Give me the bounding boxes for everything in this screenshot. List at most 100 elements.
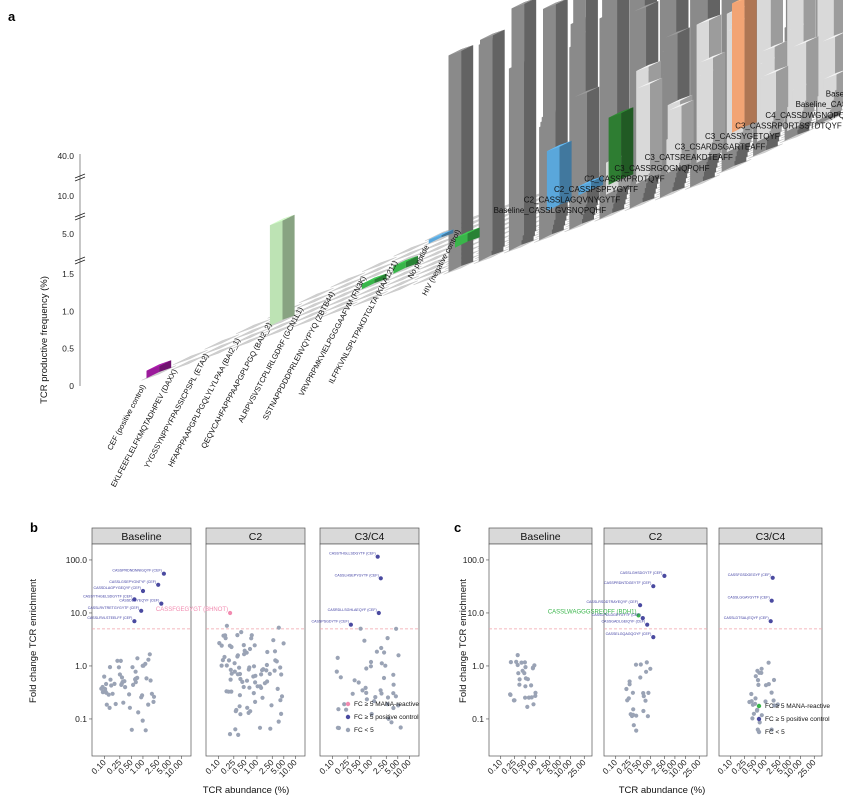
labelled-point	[161, 571, 166, 576]
bar-side-face	[650, 77, 663, 173]
scatter-point	[107, 705, 112, 711]
scatter-point	[771, 677, 777, 683]
scatter-point	[117, 672, 122, 677]
y-tick-label: 10.0	[467, 608, 484, 618]
scatter-point	[109, 683, 114, 688]
bar-front-face	[637, 82, 651, 180]
scatter-point	[356, 680, 361, 685]
floor-tile	[295, 302, 330, 318]
point-label: CASSLRSDDTRAYEQYF (CEF)	[586, 600, 638, 604]
scatter-point	[385, 636, 390, 641]
panel-b-facets: Baseline CASSPRDNDNNIGQYF (CEF) CASSLGSEPY…	[66, 527, 419, 779]
labelled-point	[638, 603, 643, 608]
scatter-point	[529, 683, 534, 688]
row-label: C4_CASSDWGNQPQHF	[765, 111, 843, 120]
panel-c-x-axis-title: TCR abundance (%)	[619, 785, 706, 796]
scatter-point	[508, 660, 513, 665]
scatter-point	[391, 691, 396, 696]
bar-front-face	[480, 33, 493, 257]
row-label: Baseline_CASSQETGLAGLQFF	[796, 100, 843, 109]
bar-side-face	[559, 140, 572, 205]
labelled-point	[228, 610, 233, 616]
scatter-point	[251, 691, 256, 696]
bar-front-face	[669, 104, 682, 164]
scatter-point	[226, 658, 232, 663]
scatter-point	[246, 710, 251, 716]
scatter-point	[533, 690, 538, 695]
panel-b-scatter-facets: Fold change TCR enrichment TCR abundance…	[28, 527, 419, 796]
row-label: C3_CSARDSGARTEAFF	[675, 143, 766, 152]
panel-b-y-axis-title: Fold change TCR enrichment	[28, 579, 39, 703]
scatter-point	[517, 682, 522, 687]
scatter-point	[753, 701, 758, 706]
y-tick-label: 1.0	[62, 306, 74, 316]
scatter-point	[525, 704, 530, 710]
y-tick-label: 0.5	[62, 344, 74, 354]
scatter-point	[118, 658, 123, 664]
bar-front-face	[700, 56, 714, 149]
row-label: C3_CATSREAKDTEAFF	[645, 153, 733, 162]
scatter-point	[511, 698, 516, 703]
scatter-point	[104, 681, 109, 687]
labelled-point	[662, 573, 667, 579]
scatter-point	[522, 671, 527, 676]
scatter-point	[634, 713, 639, 718]
floor-tile	[297, 292, 333, 308]
scatter-point	[279, 672, 284, 677]
floor-tile	[327, 282, 363, 298]
scatter-point	[235, 633, 240, 638]
scatter-point	[151, 694, 157, 699]
scatter-point	[385, 702, 390, 707]
floor-tile	[329, 277, 364, 293]
scatter-point	[229, 671, 234, 676]
y-tick-label: 100.0	[66, 555, 88, 565]
scatter-point	[123, 685, 128, 690]
scatter-point	[533, 693, 538, 699]
scatter-point	[631, 723, 636, 728]
scatter-point	[373, 695, 378, 700]
scatter-point	[753, 674, 758, 679]
scatter-point	[644, 669, 649, 674]
scatter-point	[238, 712, 243, 717]
row-label: C3_CASSRPDRTSSTDTQYF	[735, 121, 842, 130]
scatter-point	[107, 665, 113, 670]
bar-top-face	[269, 214, 295, 226]
bar-top-face	[480, 29, 505, 40]
bar-top-face	[448, 45, 474, 56]
scatter-point	[629, 713, 635, 719]
floor-tile	[234, 323, 270, 339]
point-label: CASSPRDNDNNIGQYF (CEF)	[112, 569, 162, 573]
scatter-point	[334, 669, 339, 674]
legend-label: FC ≥ 5 positive control	[765, 716, 830, 723]
bar-top-face	[665, 27, 690, 38]
floor-tile	[354, 286, 389, 302]
floor-tile	[263, 318, 299, 334]
scatter-point	[255, 684, 260, 689]
bar-top-face	[763, 65, 789, 77]
bar	[763, 65, 789, 118]
scatter-point	[259, 672, 264, 677]
point-label: CASSLWAGGGSREQFF (BDH1)	[548, 609, 637, 615]
bar-top-face	[823, 70, 843, 80]
scatter-point	[519, 660, 524, 665]
facet-plot-area	[603, 543, 708, 757]
scatter-point	[638, 675, 643, 680]
panel-b-x-axis-title: TCR abundance (%)	[203, 785, 290, 796]
scatter-point	[342, 702, 347, 707]
bar-top-face	[762, 40, 787, 52]
floor-tile	[326, 287, 362, 303]
y-tick-label: 0	[69, 381, 74, 391]
floor-tile	[362, 256, 397, 272]
bar-side-face	[744, 0, 757, 127]
labelled-point	[645, 622, 650, 627]
point-label: CASSGADLGEIQYF (CEF)	[601, 620, 645, 624]
scatter-point	[638, 662, 643, 667]
scatter-point	[335, 725, 340, 730]
scatter-point	[336, 707, 341, 712]
point-label: CASSLHSEPYGYTF (CEF)	[335, 573, 379, 577]
scatter-point	[116, 665, 121, 670]
scatter-point	[358, 626, 363, 631]
bar	[608, 107, 634, 185]
scatter-point	[136, 710, 141, 715]
scatter-point	[139, 695, 144, 700]
